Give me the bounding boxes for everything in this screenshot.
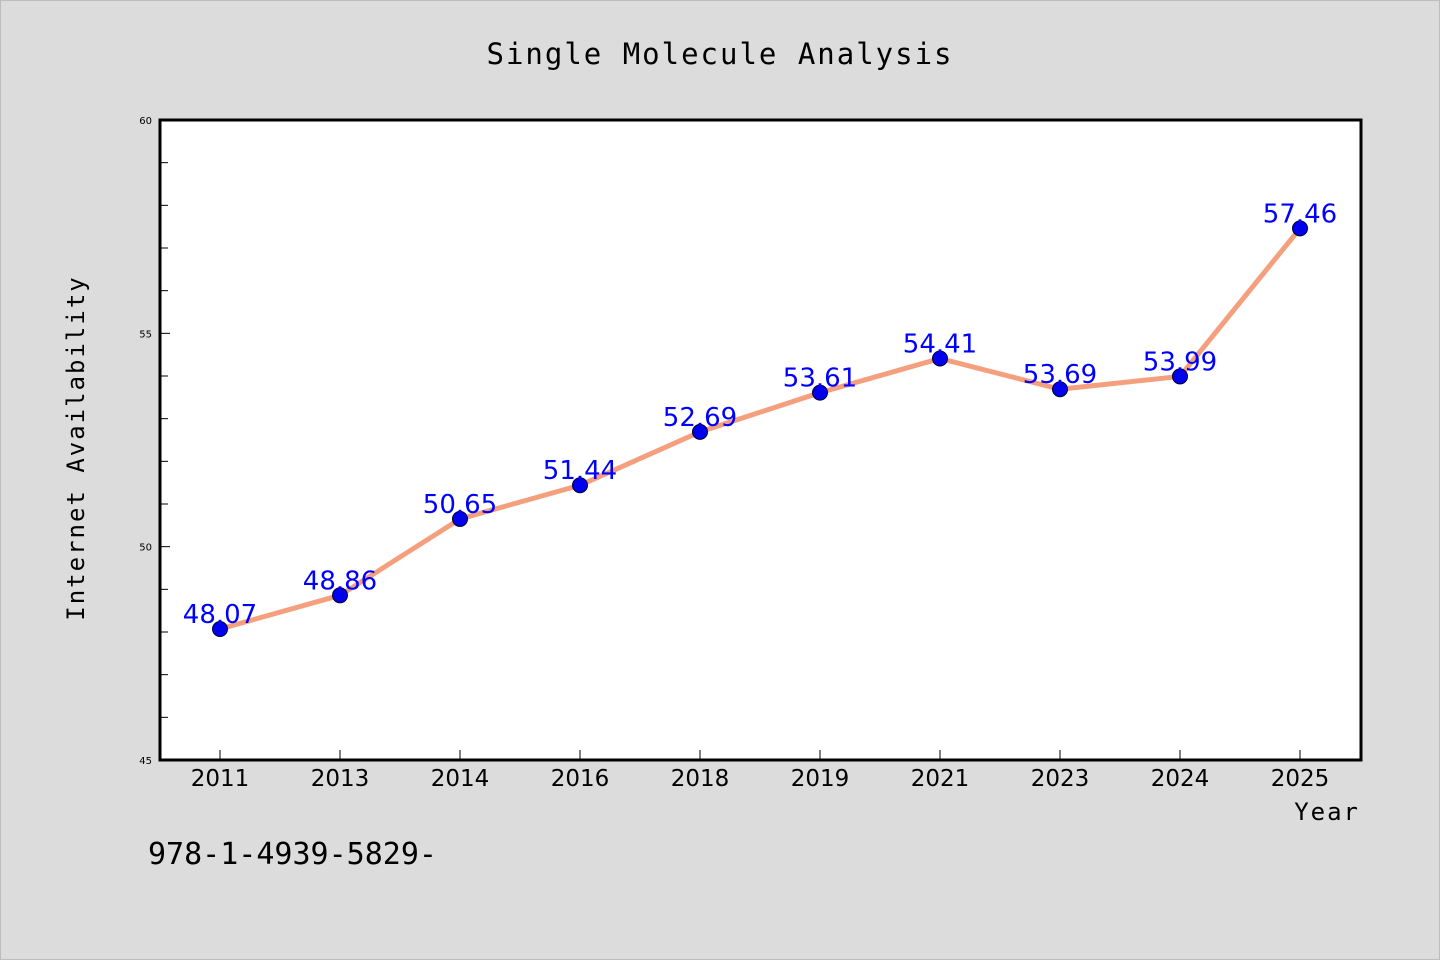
x-axis-ticks: 2011 2013 2014 2016 2018 2019 2021 2023 2024 2025 <box>191 750 1330 792</box>
y-tick-label: 55 <box>139 329 152 340</box>
data-label: 51.44 <box>543 456 617 486</box>
data-point <box>452 510 468 527</box>
data-label: 48.07 <box>183 600 257 630</box>
data-point <box>1172 368 1188 385</box>
y-tick-label: 50 <box>139 543 152 554</box>
footnote-text: 978-1-4939-5829- <box>148 837 437 872</box>
y-tick-label: 45 <box>139 756 152 767</box>
data-label: 53.61 <box>783 364 857 394</box>
data-label: 57.46 <box>1263 199 1337 229</box>
data-label: 53.69 <box>1023 360 1097 390</box>
x-axis-label: Year <box>1294 798 1360 826</box>
data-label: 48.86 <box>303 566 377 596</box>
y-tick-label: 60 <box>139 116 152 127</box>
series-line <box>219 226 1302 632</box>
x-tick-label: 2018 <box>671 766 730 792</box>
x-tick-label: 2014 <box>431 766 490 792</box>
data-point <box>812 384 828 401</box>
data-label: 54.41 <box>903 330 977 360</box>
data-point <box>212 621 228 638</box>
data-label: 53.99 <box>1143 347 1217 377</box>
plot-area <box>158 118 1363 762</box>
x-tick-label: 2011 <box>191 766 250 792</box>
x-tick-label: 2024 <box>1151 766 1210 792</box>
data-point <box>932 350 948 367</box>
data-point <box>692 423 708 440</box>
data-point <box>1052 381 1068 398</box>
x-tick-label: 2019 <box>791 766 850 792</box>
x-tick-label: 2025 <box>1271 766 1330 792</box>
data-point <box>332 587 348 604</box>
x-tick-label: 2023 <box>1031 766 1090 792</box>
data-label: 52.69 <box>663 403 737 433</box>
y-axis-label: Internet Availability <box>62 275 90 620</box>
series-layer <box>212 220 1308 638</box>
chart-title: Single Molecule Analysis <box>486 37 953 71</box>
data-label: 50.65 <box>423 490 497 520</box>
y-axis-ticks: 45 50 55 60 <box>139 116 170 767</box>
data-label-layer: 48.07 48.86 50.65 51.44 52.69 53.61 54.41 53.69… <box>183 199 1337 630</box>
data-point <box>572 477 588 494</box>
x-tick-label: 2016 <box>551 766 610 792</box>
x-tick-label: 2021 <box>911 766 970 792</box>
x-tick-label: 2013 <box>311 766 370 792</box>
data-point <box>1292 220 1308 237</box>
